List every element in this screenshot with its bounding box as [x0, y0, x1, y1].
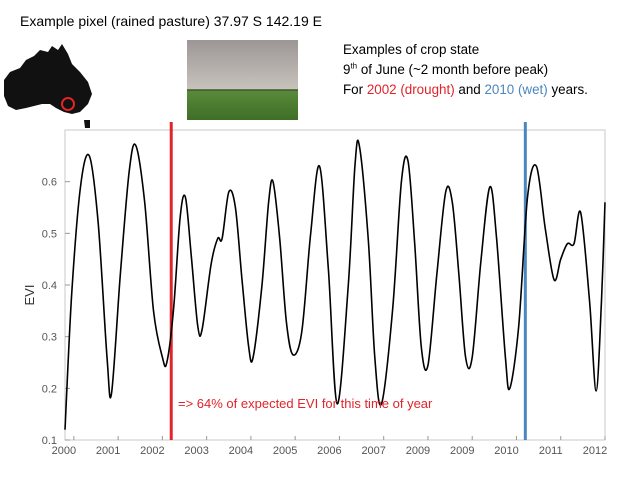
x-tick-label: 2004 [229, 445, 253, 457]
notes-line-3-prefix: For [343, 82, 367, 97]
x-tick-label: 2003 [184, 445, 208, 457]
x-tick-label: 2012 [583, 445, 607, 457]
evi-series-line [64, 139, 606, 430]
page-title: Example pixel (rained pasture) 37.97 S 1… [20, 13, 322, 29]
tasmania [84, 120, 90, 128]
y-tick-label: 0.3 [42, 332, 57, 344]
y-tick-label: 0.1 [42, 435, 57, 447]
photo-grass [187, 90, 298, 120]
y-tick-label: 0.6 [42, 177, 57, 189]
pasture-photo-icon [187, 40, 298, 120]
x-axis-ticks: 2000 2001 2002 2003 2004 2005 2006 2007 2009 2009… [52, 436, 607, 457]
x-tick-label: 2009 [450, 445, 474, 457]
x-tick-label: 2001 [96, 445, 120, 457]
notes-line-2: 9th of June (~2 month before peak) [343, 60, 588, 80]
y-tick-label: 0.2 [42, 383, 57, 395]
x-tick-label: 2011 [539, 445, 563, 457]
notes-drought-year: 2002 (drought) [366, 82, 455, 97]
notes-line-1: Examples of crop state [343, 42, 480, 57]
x-tick-label: 2009 [406, 445, 430, 457]
australia-mainland [4, 44, 92, 114]
notes-line-3: For 2002 (drought) and 2010 (wet) years. [343, 80, 588, 100]
evi-annotation: => 64% of expected EVI for this time of … [178, 396, 433, 411]
y-tick-label: 0.4 [42, 280, 57, 292]
x-tick-label: 2005 [273, 445, 297, 457]
series-lines [64, 139, 606, 430]
x-tick-label: 2002 [140, 445, 164, 457]
notes-block: Examples of crop state 9th of June (~2 m… [343, 40, 588, 100]
notes-line-3-mid: and [454, 82, 485, 97]
notes-line-3-suffix: years. [547, 82, 588, 97]
y-tick-label: 0.5 [42, 228, 57, 240]
notes-day-suffix: th [350, 61, 358, 71]
x-tick-label: 2010 [494, 445, 518, 457]
notes-line-2-rest: of June (~2 month before peak) [357, 62, 549, 77]
marker-lines [169, 122, 527, 440]
x-tick-label: 2007 [361, 445, 385, 457]
photo-sky [187, 40, 298, 90]
y-axis-label: EVI [22, 285, 37, 306]
y-axis-ticks: 0.1 0.2 0.3 0.4 0.5 0.6 [42, 177, 70, 447]
pixel-location-marker [61, 97, 75, 111]
australia-map-icon [4, 44, 92, 128]
x-tick-label: 2000 [52, 445, 76, 457]
x-tick-label: 2006 [317, 445, 341, 457]
notes-day: 9 [343, 62, 351, 77]
notes-wet-year: 2010 (wet) [484, 82, 548, 97]
